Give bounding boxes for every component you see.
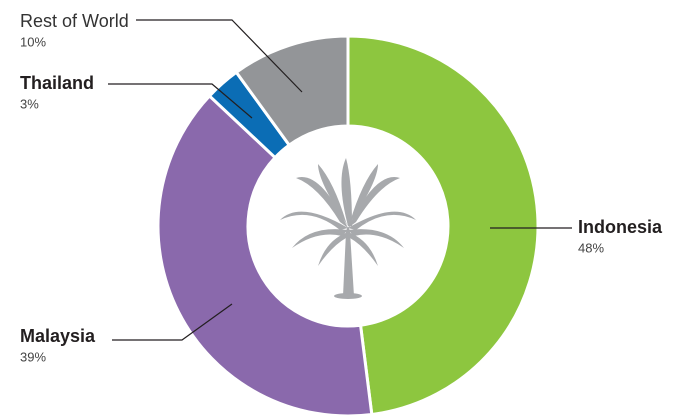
palm-icon: [280, 158, 416, 299]
slice-value-label: 39%: [20, 349, 46, 364]
slice-value-label: 10%: [20, 34, 46, 49]
slice-label: Thailand: [20, 73, 94, 93]
slice-label: Malaysia: [20, 326, 96, 346]
leader-line: [112, 303, 233, 341]
slice-label: Indonesia: [578, 217, 663, 237]
donut-slice: [156, 93, 374, 418]
slice-value-label: 48%: [578, 240, 604, 255]
leader-line: [108, 83, 253, 119]
leader-line: [136, 19, 303, 93]
slice-value-label: 3%: [20, 96, 39, 111]
slice-label: Rest of World: [20, 11, 129, 31]
donut-slice: [346, 34, 540, 417]
